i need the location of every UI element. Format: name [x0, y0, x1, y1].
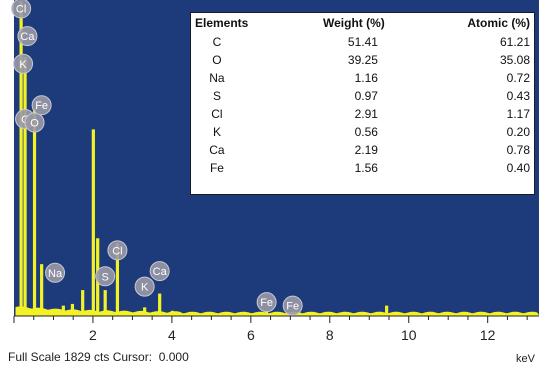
weight-cell: 1.16	[354, 71, 378, 85]
element-cell: S	[212, 89, 221, 103]
peak-marker-label: O	[30, 117, 39, 129]
peak-marker-circle	[149, 261, 170, 282]
peak-marker-fe: Fe	[282, 295, 303, 316]
peak-marker-k: K	[13, 53, 34, 74]
table-row: O 39.25 35.08	[191, 51, 534, 69]
table-row: C 51.41 61.21	[191, 33, 534, 51]
peak-marker-cl: Cl	[107, 240, 128, 261]
element-cell: Ca	[209, 143, 225, 157]
x-tick-label: 8	[326, 327, 334, 343]
atomic-cell: 0.20	[506, 125, 530, 139]
peak-marker-cl: Cl	[11, 0, 32, 19]
peak-marker-circle	[13, 53, 34, 74]
peak-marker-circle	[17, 26, 38, 47]
peak-marker-na: Na	[45, 262, 66, 283]
weight-cell: 39.25	[347, 53, 378, 67]
peak-marker-ca: Ca	[17, 26, 38, 47]
table-row: Ca 2.19 0.78	[191, 141, 534, 159]
element-cell: Fe	[209, 161, 224, 175]
peak-marker-label: Ca	[20, 31, 35, 43]
element-cell: O	[212, 53, 222, 67]
table-row: Cl 2.91 1.17	[191, 105, 534, 123]
peak-marker-k: K	[134, 276, 155, 297]
peak-marker-label: S	[102, 271, 109, 283]
x-tick-label: 2	[89, 327, 97, 343]
header-weight: Weight (%)	[323, 16, 385, 30]
table-row: Fe 1.56 0.40	[191, 159, 534, 177]
x-tick-label: 12	[480, 327, 496, 343]
element-cell: K	[212, 125, 221, 139]
header-atomic: Atomic (%)	[467, 16, 530, 30]
peak-marker-circle	[11, 0, 32, 19]
peak-marker-label: Fe	[286, 301, 299, 313]
peak-marker-label: K	[141, 282, 149, 294]
status-readout: Full Scale 1829 cts Cursor: 0.000	[8, 350, 189, 364]
table-row: S 0.97 0.43	[191, 87, 534, 105]
peak-marker-label: Cl	[16, 3, 26, 15]
peak-marker-o: O	[24, 112, 45, 133]
table-row: Na 1.16 0.72	[191, 69, 534, 87]
peak-marker-circle	[282, 295, 303, 316]
atomic-cell: 0.72	[506, 71, 530, 85]
atomic-cell: 1.17	[506, 107, 530, 121]
table-row: K 0.56 0.20	[191, 123, 534, 141]
peak-marker-s: S	[95, 266, 116, 287]
peak-marker-circle	[134, 276, 155, 297]
peak-marker-label: K	[19, 59, 27, 71]
element-cell: C	[212, 35, 222, 49]
element-cell: Cl	[211, 107, 223, 121]
x-tick-label: 4	[168, 327, 176, 343]
x-axis-unit-label: keV	[516, 353, 535, 365]
peak-marker-label: Na	[48, 268, 63, 280]
peak-marker-circle	[31, 95, 52, 116]
peak-marker-ca: Ca	[149, 261, 170, 282]
peak-marker-circle	[107, 240, 128, 261]
peak-marker-fe: Fe	[31, 95, 52, 116]
weight-cell: 51.41	[347, 35, 378, 49]
weight-cell: 1.56	[354, 161, 378, 175]
atomic-cell: 0.43	[506, 89, 530, 103]
peak-marker-label: Fe	[35, 100, 48, 112]
peak-marker-circle	[45, 262, 66, 283]
weight-cell: 0.97	[354, 89, 378, 103]
weight-cell: 0.56	[354, 125, 378, 139]
x-tick-label: 10	[401, 327, 417, 343]
x-axis: 2 4 6 8 10 12	[13, 315, 539, 343]
table-header-row: Elements Weight (%) Atomic (%)	[191, 13, 534, 33]
peak-marker-label: Fe	[260, 297, 273, 309]
atomic-cell: 0.40	[506, 161, 530, 175]
composition-table: Elements Weight (%) Atomic (%) C 51.41 61.…	[190, 12, 535, 195]
peak-marker-circle	[256, 292, 277, 313]
peak-markers-layer: ClCaKCOFeNaSClKCaFeFe	[11, 0, 303, 316]
atomic-cell: 61.21	[499, 35, 530, 49]
weight-cell: 2.91	[354, 107, 378, 121]
peak-marker-circle	[24, 112, 45, 133]
peak-marker-circle	[95, 266, 116, 287]
atomic-cell: 0.78	[506, 143, 530, 157]
x-tick-label: 6	[247, 327, 255, 343]
table-body: C 51.41 61.21 O 39.25 35.08 Na 1.16 0.72 S 0.97 0.4…	[191, 33, 534, 177]
element-cell: Na	[209, 71, 225, 85]
peak-marker-label: Ca	[153, 266, 168, 278]
peak-marker-label: Cl	[112, 245, 122, 257]
peak-marker-fe: Fe	[256, 292, 277, 313]
atomic-cell: 35.08	[499, 53, 530, 67]
weight-cell: 2.19	[354, 143, 378, 157]
header-elements: Elements	[195, 16, 249, 30]
